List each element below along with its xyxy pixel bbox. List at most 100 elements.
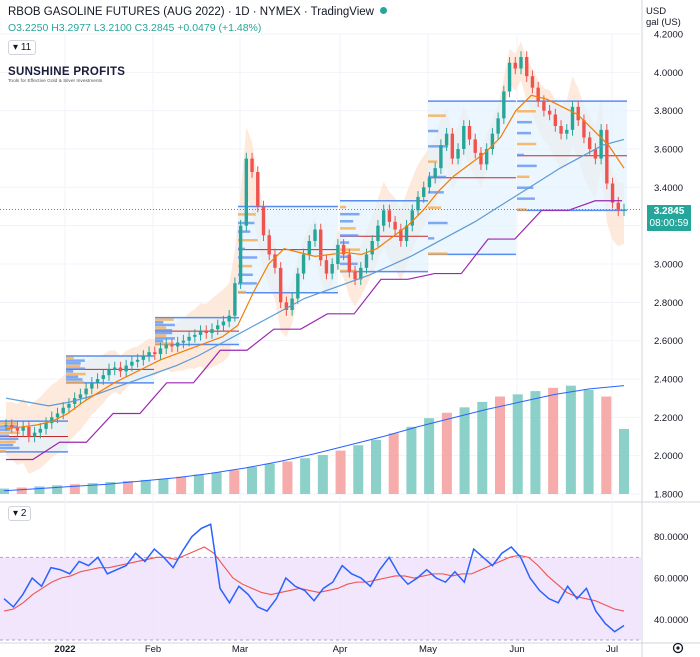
last-price-tag: 3.2845 08:00:59 [647,205,691,231]
profile-bar [517,208,527,211]
volume-bar [140,479,151,494]
price-tick-label: 2.0000 [654,451,683,462]
profile-bar [66,359,85,362]
candle-body [204,331,208,333]
candle-body [376,225,380,241]
candle-body [319,229,323,261]
candle-body [450,133,455,159]
sma-long-line [5,138,625,407]
volume-bar [388,433,399,494]
profile-bar [0,425,18,428]
candle-body [296,273,300,299]
profile-bar [155,331,173,335]
volume-bar [601,396,612,494]
profile-bar [340,248,360,251]
volume-bar [441,412,452,494]
candle-body [221,321,226,326]
profile-bar [238,239,258,242]
candle-body [502,91,506,119]
candle-body [95,379,100,383]
donchian-lower-line [6,200,622,461]
candle-body [147,352,151,356]
profile-bar [155,339,164,343]
candle-body [490,133,495,149]
volume-bar [459,407,470,494]
candle-body [484,149,489,165]
candle-body [530,76,535,88]
candle-body [433,168,437,178]
profile-bar [238,290,246,294]
rsi-toggle-button[interactable]: ▾ 2 [8,506,32,521]
candle-body [479,152,483,165]
price-tick-label: 4.2000 [654,30,683,41]
candle-body [587,137,592,149]
rsi-line [3,523,625,633]
rsi-band [0,557,642,640]
candle-body [473,139,477,153]
profile-bar [517,110,536,113]
profile-bar [155,326,167,329]
candle-body [422,187,426,197]
candle-body [513,62,517,69]
profile-bar [66,370,74,373]
candle-body [90,382,94,389]
profile-bar [428,221,448,225]
volume-bar [371,439,381,494]
candle-body [153,352,157,355]
candle-body [193,334,197,337]
candle-body [553,114,558,126]
candle-body [55,413,60,418]
candle-body [364,254,369,268]
volume-bar [158,478,169,494]
candle-body [381,210,386,226]
indicators-toggle-button[interactable]: ▾ 11 [8,40,37,55]
volume-bar [0,488,9,494]
price-tick-label: 3.4000 [654,183,683,194]
candle-body [496,118,500,134]
candle-body [135,359,140,362]
candle-body [15,426,20,431]
candle-body [210,329,214,333]
candle-body [27,426,31,437]
candle-body [439,145,443,169]
volume-bar [69,484,80,494]
candle-body [525,57,529,77]
profile-bar [428,129,439,133]
candle-body [519,57,523,69]
settings-gear-icon[interactable] [672,642,684,654]
profile-bar [517,164,537,168]
candle-body [233,283,237,316]
volume-bar [123,481,133,494]
candle-body [467,126,472,140]
profile-bar [0,449,6,453]
currency-unit[interactable]: USD gal (US) [646,6,681,28]
profile-bar [155,323,175,327]
profile-bar [428,191,444,194]
candle-body [21,426,25,431]
price-tick-label: 2.4000 [654,375,683,386]
profile-bar [0,428,11,431]
volume-bar [87,483,98,494]
sma-short-line [5,94,625,430]
candle-body [278,267,283,303]
profile-bar [340,255,351,258]
profile-bar [155,334,167,337]
candle-body [170,344,174,347]
candle-body [256,172,260,207]
volume-bar [512,394,523,494]
volume-bar [229,470,240,494]
profile-bar [66,367,86,370]
price-tick-label: 3.8000 [654,106,683,117]
profile-bar [66,356,74,360]
moving-averages [0,94,642,461]
candle-body [313,229,317,241]
profile-bar [238,264,253,268]
profile-bar [340,205,347,209]
profile-bar [66,375,79,378]
volume-bar [211,472,222,494]
candle-body [261,206,266,236]
candle-body [164,344,168,349]
profile-bar [238,273,253,276]
profile-bar [428,114,446,117]
profile-bar [0,443,14,447]
